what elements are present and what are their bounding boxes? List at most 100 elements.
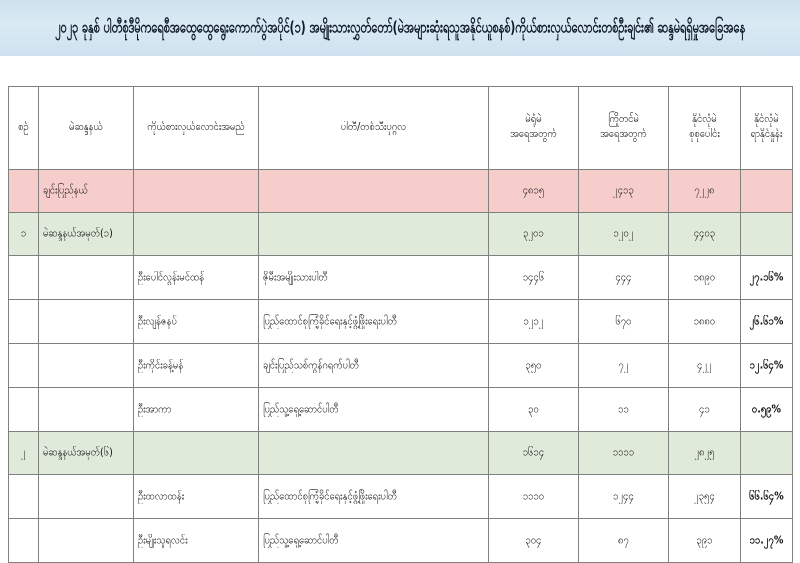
cell-station-votes: ၁၁၁၀ xyxy=(488,474,579,519)
cell-no xyxy=(8,255,39,300)
cell-percent xyxy=(740,169,793,213)
cell-advance-votes: ၁၂၄၄ xyxy=(578,474,669,519)
cell-percent: ၂၆.၆၁% xyxy=(740,299,793,344)
table-row: ဦးထလာထန်း ပြည်ထောင်စုကြံ့ခိုင်ရေးနှင့်ဖွံ… xyxy=(8,474,793,519)
column-header-advance-votes-line2: အရေအတွက် xyxy=(600,128,647,141)
cell-candidate: ဦးလျန်ဇနပ် xyxy=(133,299,259,344)
cell-candidate: ဦးအာကာ xyxy=(133,387,259,432)
column-header-station-votes-line2: အရေအတွက် xyxy=(510,128,557,141)
cell-advance-votes: ၄၄၄ xyxy=(578,255,669,300)
column-header-station-votes: မဲရုံမဲ အရေအတွက် xyxy=(488,86,579,170)
table-header-row: စဉ် မဲဆန္ဒနယ် ကိုယ်စားလှယ်လောင်းအမည် ပါတ… xyxy=(8,86,793,170)
cell-no xyxy=(8,518,39,563)
column-header-advance-votes-line1: ကြိုတင်မဲ xyxy=(608,113,639,126)
cell-station-votes: ၃၀ xyxy=(488,387,579,432)
cell-party xyxy=(258,212,489,256)
cell-candidate xyxy=(133,212,259,256)
cell-candidate xyxy=(133,431,259,475)
cell-advance-votes: ၁၂၀၂ xyxy=(578,212,669,256)
table-row: ချင်းပြည်နယ် ၄၈၁၅ ၂၄၁၃ ၇၂၂၈ xyxy=(8,169,793,213)
cell-constituency xyxy=(38,474,134,519)
cell-no: ၁ xyxy=(8,212,39,256)
cell-total-votes: ၄၄၀၃ xyxy=(668,212,741,256)
table-header: စဉ် မဲဆန္ဒနယ် ကိုယ်စားလှယ်လောင်းအမည် ပါတ… xyxy=(8,86,793,170)
cell-party: ပြည်ထောင်စုကြံ့ခိုင်ရေးနှင့်ဖွံ့ဖြိုးရေး… xyxy=(258,474,489,519)
table-row: ဦးကိုင်းခန့်မန် ချင်းပြည်သစ်ကွန်ဂရက်ပါတီ၃… xyxy=(8,343,793,388)
cell-percent xyxy=(740,212,793,256)
cell-constituency: မဲဆန္ဒနယ်အမှတ်(၁) xyxy=(38,212,134,256)
cell-no xyxy=(8,474,39,519)
column-header-candidate-label: ကိုယ်စားလှယ်လောင်းအမည် xyxy=(147,120,245,134)
cell-party xyxy=(258,431,489,475)
column-header-percent: နိုင်လုံမဲ ရာနိုင်နှုန်း xyxy=(740,86,793,170)
cell-candidate: ဦးပေါင်လွန်းမင်ထန် xyxy=(133,255,259,300)
cell-station-votes: ၁၄၄၆ xyxy=(488,255,579,300)
column-header-constituency-label: မဲဆန္ဒနယ် xyxy=(69,120,103,134)
column-header-total-votes-line2: စုစုပေါင်း xyxy=(689,128,720,141)
column-header-no-label: စဉ် xyxy=(18,120,29,134)
cell-total-votes: ၁၈၈၀ xyxy=(668,299,741,344)
cell-candidate: ဦးထလာထန်း xyxy=(133,474,259,519)
cell-total-votes: ၁၈၉၀ xyxy=(668,255,741,300)
cell-constituency xyxy=(38,518,134,563)
cell-station-votes: ၃၅၀ xyxy=(488,343,579,388)
cell-no: ၂ xyxy=(8,431,39,475)
cell-advance-votes: ၁၁ xyxy=(578,387,669,432)
cell-advance-votes: ၆၇၀ xyxy=(578,299,669,344)
cell-constituency: ချင်းပြည်နယ် xyxy=(38,169,134,213)
cell-constituency xyxy=(38,299,134,344)
table-row: ဦးပေါင်လွန်းမင်ထန် ဇိုမီးအမျိုးသားပါတီ ၁၄၄… xyxy=(8,255,793,300)
cell-total-votes: ၄၁ xyxy=(668,387,741,432)
cell-candidate: ဦးကိုင်းခန့်မန် xyxy=(133,343,259,388)
cell-total-votes: ၂၃၅၄ xyxy=(668,474,741,519)
column-header-advance-votes: ကြိုတင်မဲ အရေအတွက် xyxy=(578,86,669,170)
cell-total-votes: ၄၂၂ xyxy=(668,343,741,388)
cell-station-votes: ၃၂၀၁ xyxy=(488,212,579,256)
cell-constituency: မဲဆန္ဒနယ်အမှတ်(၆) xyxy=(38,431,134,475)
column-header-total-votes: နိုင်လုံမဲ စုစုပေါင်း xyxy=(668,86,741,170)
column-header-no: စဉ် xyxy=(8,86,39,170)
column-header-station-votes-line1: မဲရုံမဲ xyxy=(525,113,542,126)
cell-advance-votes: ၈၇ xyxy=(578,518,669,563)
election-results-table: စဉ် မဲဆန္ဒနယ် ကိုယ်စားလှယ်လောင်းအမည် ပါတ… xyxy=(8,86,793,563)
cell-advance-votes: ၁၁၁၁ xyxy=(578,431,669,475)
column-header-total-votes-line1: နိုင်လုံမဲ xyxy=(692,113,717,126)
cell-percent xyxy=(740,431,793,475)
cell-station-votes: ၄၈၁၅ xyxy=(488,169,579,213)
cell-no xyxy=(8,299,39,344)
column-header-candidate: ကိုယ်စားလှယ်လောင်းအမည် xyxy=(133,86,259,170)
cell-percent: ၂၇.၁၆% xyxy=(740,255,793,300)
cell-no xyxy=(8,169,39,213)
cell-station-votes: ၁၂၁၂ xyxy=(488,299,579,344)
column-header-percent-line2: ရာနိုင်နှုန်း xyxy=(750,128,783,141)
cell-party xyxy=(258,169,489,213)
cell-percent: ၁၁.၂၇% xyxy=(740,518,793,563)
cell-percent: ၁၂.၆၄% xyxy=(740,343,793,388)
cell-party: ပြည်သူ့ရှေ့ဆောင်ပါတီ xyxy=(258,387,489,432)
cell-percent: ၆၆.၆၄% xyxy=(740,474,793,519)
cell-constituency xyxy=(38,343,134,388)
cell-total-votes: ၇၂၂၈ xyxy=(668,169,741,213)
table-row: ၁မဲဆန္ဒနယ်အမှတ်(၁) ၃၂၀၁ ၁၂၀၂ ၄၄၀၃ xyxy=(8,212,793,256)
cell-constituency xyxy=(38,255,134,300)
title-banner: ၂၀၂၃ ခုနှစ် ပါတီစုံဒီမိုကရေစီအထွေထွေရွေး… xyxy=(0,0,800,56)
cell-party: ချင်းပြည်သစ်ကွန်ဂရက်ပါတီ xyxy=(258,343,489,388)
page-title: ၂၀၂၃ ခုနှစ် ပါတီစုံဒီမိုကရေစီအထွေထွေရွေး… xyxy=(55,17,745,37)
cell-station-votes: ၁၆၁၄ xyxy=(488,431,579,475)
cell-no xyxy=(8,343,39,388)
cell-percent: ၀.၅၉% xyxy=(740,387,793,432)
column-header-constituency: မဲဆန္ဒနယ် xyxy=(38,86,134,170)
table-body: ချင်းပြည်နယ် ၄၈၁၅ ၂၄၁၃ ၇၂၂၈၁မဲဆန္ဒနယ်အမှတ်(… xyxy=(8,169,793,563)
results-table-container: စဉ် မဲဆန္ဒနယ် ကိုယ်စားလှယ်လောင်းအမည် ပါတ… xyxy=(8,86,793,563)
table-row: ဦးလျန်ဇနပ် ပြည်ထောင်စုကြံ့ခိုင်ရေးနှင့်ဖွ… xyxy=(8,299,793,344)
column-header-party-label: ပါတီ/တစ်သီးပုဂ္ဂလ xyxy=(340,120,407,134)
cell-advance-votes: ၇၂ xyxy=(578,343,669,388)
column-header-percent-line1: နိုင်လုံမဲ xyxy=(754,113,779,126)
table-row: ဦးမျိုးသူရလင်း ပြည်သူ့ရှေ့ဆောင်ပါတီ ၃၀၄ ၈၇၃… xyxy=(8,518,793,563)
cell-candidate xyxy=(133,169,259,213)
cell-total-votes: ၃၉၁ xyxy=(668,518,741,563)
column-header-party: ပါတီ/တစ်သီးပုဂ္ဂလ xyxy=(258,86,489,170)
cell-no xyxy=(8,387,39,432)
table-row: ဦးအာကာ ပြည်သူ့ရှေ့ဆောင်ပါတီ ၃၀ ၁၁ ၄၁ ၀.၅၉% xyxy=(8,387,793,432)
